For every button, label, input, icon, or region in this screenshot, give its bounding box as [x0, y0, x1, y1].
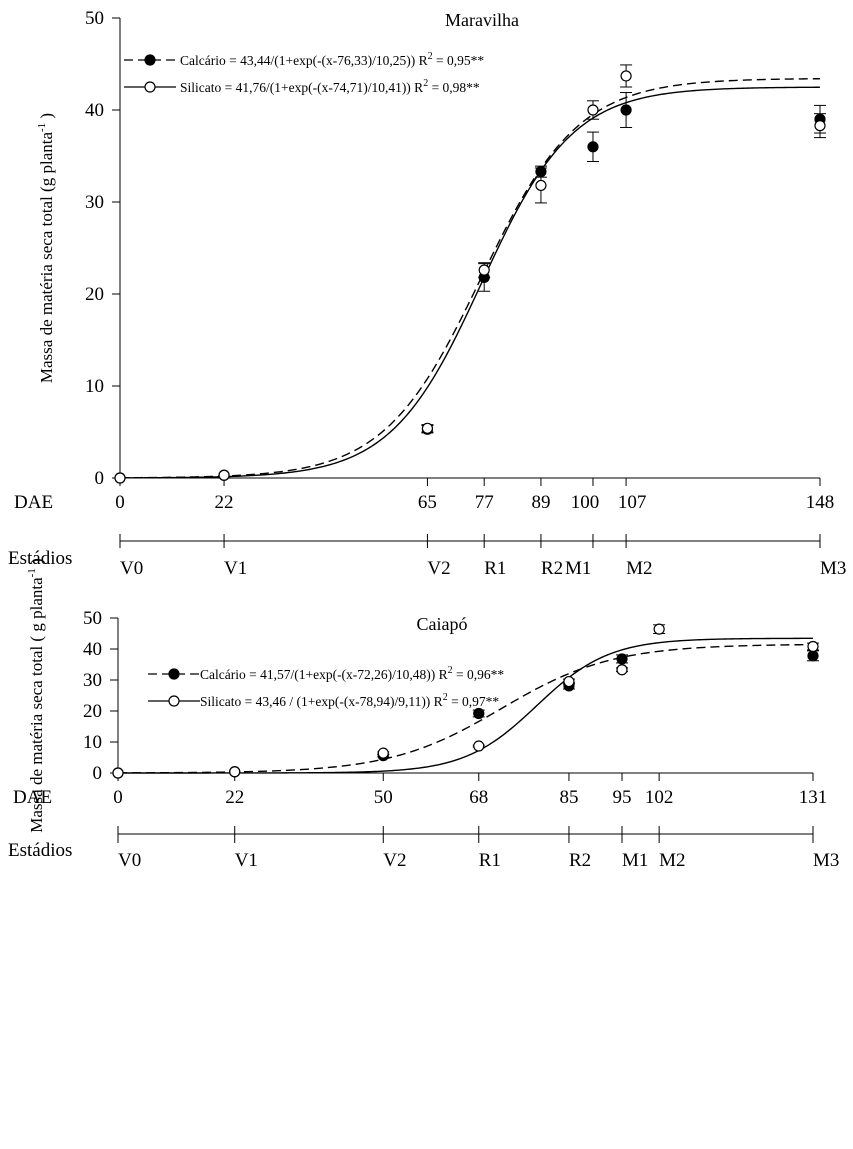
- stage-label: M2: [659, 850, 685, 871]
- x-tick-label: 22: [225, 787, 244, 808]
- stage-label: V2: [427, 558, 450, 579]
- x-tick-label: 65: [418, 492, 437, 513]
- data-point-silicato: [377, 747, 389, 759]
- x-tick-label: 102: [645, 787, 674, 808]
- fit-curve-calcário: [119, 78, 821, 479]
- fit-curve-silicato: [120, 86, 821, 479]
- y-tick-label: 30: [85, 192, 104, 213]
- x-tick-label: 22: [215, 492, 234, 513]
- chart-1: Maravilha 0 10 20 30 40 50 Massa de matéria sec…: [8, 8, 846, 579]
- data-point-calcário: [620, 104, 632, 116]
- data-point-silicato: [114, 472, 126, 484]
- data-point-silicato: [814, 120, 826, 132]
- y-tick-label: 20: [83, 701, 102, 722]
- x-tick-label: 148: [806, 492, 835, 513]
- y-tick-label: 30: [83, 670, 102, 691]
- legend-entry: Silicato = 41,76/(1+exp(-(x-74,71)/10,41…: [180, 78, 480, 95]
- legend-marker: [168, 668, 180, 680]
- legend-marker: [144, 54, 156, 66]
- stage-label: M3: [813, 850, 839, 871]
- data-point-silicato: [653, 623, 665, 635]
- data-point-silicato: [478, 264, 490, 276]
- y-axis-label: Massa de matéria seca total (g planta-1 …: [36, 113, 56, 383]
- data-point-silicato: [473, 740, 485, 752]
- x-tick-label: 107: [618, 492, 647, 513]
- y-tick-label: 40: [85, 100, 104, 121]
- y-tick-label: 50: [83, 608, 102, 629]
- y-tick-label: 50: [85, 8, 104, 29]
- x-tick-label: 131: [799, 787, 828, 808]
- data-point-calcário: [616, 653, 628, 665]
- chart-title: Maravilha: [445, 10, 519, 30]
- stages-label: Estádios: [8, 840, 72, 861]
- data-point-calcário: [473, 707, 485, 720]
- y-tick-label: 0: [95, 468, 105, 489]
- stage-label: V1: [224, 558, 247, 579]
- data-point-silicato: [807, 640, 819, 653]
- stage-label: M1: [622, 850, 648, 871]
- stage-label: V0: [118, 850, 141, 871]
- stage-label: V2: [383, 850, 406, 871]
- data-point-silicato: [620, 70, 632, 82]
- x-tick-label: 89: [531, 492, 550, 513]
- dae-label: DAE: [14, 492, 53, 513]
- data-point-silicato: [616, 664, 628, 676]
- data-point-silicato: [229, 766, 241, 778]
- x-tick-label: 77: [475, 492, 494, 513]
- y-tick-label: 20: [85, 284, 104, 305]
- data-point-calcário: [807, 650, 819, 662]
- data-point-silicato: [563, 675, 575, 688]
- stage-label: M3: [820, 558, 846, 579]
- stage-label: R2: [541, 558, 563, 579]
- y-tick-label: 40: [83, 639, 102, 660]
- dae-label: DAE: [13, 787, 52, 808]
- legend-entry: Calcário = 41,57/(1+exp(-(x-72,26)/10,48…: [200, 665, 504, 682]
- data-point-silicato: [112, 767, 124, 779]
- stages-label: Estádios: [8, 548, 72, 569]
- stage-label: R1: [479, 850, 501, 871]
- stage-label: R1: [484, 558, 506, 579]
- y-axis-label: Massa de matéria seca total ( g planta-1…: [26, 558, 46, 832]
- x-tick-label: 50: [374, 787, 393, 808]
- y-tick-label: 10: [83, 732, 102, 753]
- stage-label: V1: [235, 850, 258, 871]
- stage-label: V0: [120, 558, 143, 579]
- data-point-silicato: [587, 104, 599, 116]
- stage-label: M2: [626, 558, 652, 579]
- legend-entry: Calcário = 43,44/(1+exp(-(x-76,33)/10,25…: [180, 51, 484, 68]
- data-point-silicato: [535, 179, 547, 192]
- y-tick-label: 0: [93, 763, 103, 784]
- x-tick-label: 100: [571, 492, 600, 513]
- x-tick-label: 0: [115, 492, 125, 513]
- x-tick-label: 0: [113, 787, 123, 808]
- legend-marker: [144, 81, 156, 93]
- x-tick-label: 85: [559, 787, 578, 808]
- data-point-silicato: [421, 422, 434, 434]
- y-tick-label: 10: [85, 376, 104, 397]
- stage-label: M1: [565, 558, 591, 579]
- x-tick-label: 68: [469, 787, 488, 808]
- data-point-silicato: [218, 469, 230, 481]
- legend-entry: Silicato = 43,46 / (1+exp(-(x-78,94)/9,1…: [200, 692, 499, 709]
- x-tick-label: 95: [613, 787, 632, 808]
- legend-marker: [168, 695, 180, 707]
- chart-title: Caiapó: [417, 614, 468, 634]
- stage-label: R2: [569, 850, 591, 871]
- data-point-calcário: [587, 141, 599, 153]
